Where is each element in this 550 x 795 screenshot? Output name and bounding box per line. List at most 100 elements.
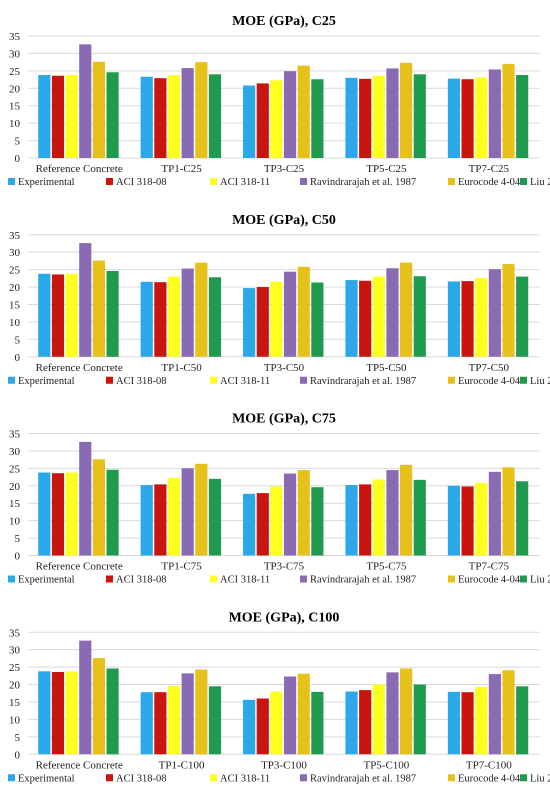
y-tick-label: 30 — [9, 645, 21, 657]
bar — [208, 74, 222, 158]
bar — [79, 441, 92, 556]
bar — [284, 271, 297, 357]
bar — [79, 44, 92, 158]
bar — [400, 668, 413, 755]
category-label: TP7-C50 — [469, 362, 510, 374]
chart-title: MOE (GPa), C25 — [232, 14, 336, 29]
legend-swatch — [448, 178, 455, 185]
y-tick-label: 15 — [9, 299, 21, 311]
bar — [311, 282, 324, 357]
y-tick-label: 35 — [9, 627, 21, 639]
bar — [475, 482, 488, 556]
bar — [413, 74, 426, 158]
bar — [502, 467, 515, 556]
legend-label: ACI 318-11 — [220, 575, 270, 586]
category-label: TP3-C100 — [261, 759, 307, 771]
bar — [51, 75, 65, 158]
bar — [167, 477, 181, 556]
category-label: TP1-C25 — [161, 163, 202, 175]
category-label: Reference Concrete — [36, 759, 123, 771]
bar — [502, 264, 515, 357]
legend-label: Ravindrarajah et al. 1987 — [310, 575, 416, 586]
y-tick-label: 10 — [9, 714, 21, 726]
legend-label: ACI 318-08 — [116, 177, 166, 188]
bar — [284, 71, 297, 158]
legend-swatch — [520, 774, 527, 782]
legend-swatch — [448, 774, 455, 782]
y-tick-label: 0 — [15, 749, 21, 761]
bar — [65, 671, 78, 755]
bar — [475, 686, 488, 755]
bar — [386, 672, 399, 755]
bar — [92, 459, 106, 556]
legend-label: Eurocode 4-04 — [458, 376, 521, 387]
bar — [270, 691, 283, 755]
bar — [386, 68, 399, 158]
y-tick-label: 5 — [15, 136, 21, 148]
legend-label: ACI 318-08 — [116, 575, 166, 586]
bar — [345, 485, 358, 556]
bar — [38, 472, 51, 556]
category-label: TP7-C25 — [469, 163, 510, 175]
bar — [51, 671, 65, 755]
legend-swatch — [520, 376, 527, 384]
bar — [256, 698, 269, 755]
bar — [297, 470, 310, 556]
y-tick-label: 25 — [9, 662, 21, 674]
bar — [65, 472, 78, 556]
bar — [345, 280, 358, 357]
bar — [461, 79, 474, 158]
bar — [447, 281, 460, 357]
bar — [51, 274, 65, 357]
bar — [311, 487, 324, 556]
bar — [51, 473, 65, 556]
bar — [386, 470, 399, 556]
y-tick-label: 0 — [15, 352, 21, 364]
bar — [92, 658, 106, 755]
y-tick-label: 0 — [15, 551, 21, 563]
bar — [461, 692, 474, 755]
bar — [167, 75, 181, 158]
bar — [38, 273, 51, 357]
bar — [270, 281, 283, 357]
category-label: TP3-C25 — [264, 163, 305, 175]
bar — [243, 288, 256, 357]
legend-swatch — [8, 575, 15, 583]
bar — [372, 479, 385, 556]
bar — [488, 674, 501, 755]
bar — [461, 486, 474, 556]
y-tick-label: 30 — [9, 247, 21, 259]
legend-swatch — [8, 774, 15, 782]
bar — [167, 276, 181, 357]
legend-label: Experimental — [18, 773, 75, 784]
bar — [92, 260, 106, 357]
legend-swatch — [210, 575, 217, 583]
bar — [256, 83, 269, 158]
bar — [284, 676, 297, 755]
bar — [154, 78, 167, 158]
category-label: TP5-C75 — [366, 561, 407, 573]
bar — [208, 686, 222, 755]
bar — [516, 481, 529, 556]
bar — [208, 277, 222, 357]
y-tick-label: 15 — [9, 697, 21, 709]
bar — [140, 485, 153, 556]
category-label: TP7-C100 — [466, 759, 512, 771]
category-label: TP1-C75 — [161, 561, 202, 573]
bar — [345, 691, 358, 755]
legend-label: Ravindrarajah et al. 1987 — [310, 773, 416, 784]
y-tick-label: 25 — [9, 66, 21, 78]
bar — [106, 469, 119, 556]
legend-swatch — [106, 376, 113, 384]
bar — [154, 692, 167, 755]
y-tick-label: 30 — [9, 446, 21, 458]
bar — [488, 269, 501, 357]
legend-label: Liu 2007 — [530, 575, 550, 586]
category-label: Reference Concrete — [36, 561, 123, 573]
bar — [311, 691, 324, 755]
bar — [92, 61, 106, 159]
bar — [270, 80, 283, 158]
y-tick-label: 30 — [9, 48, 21, 60]
